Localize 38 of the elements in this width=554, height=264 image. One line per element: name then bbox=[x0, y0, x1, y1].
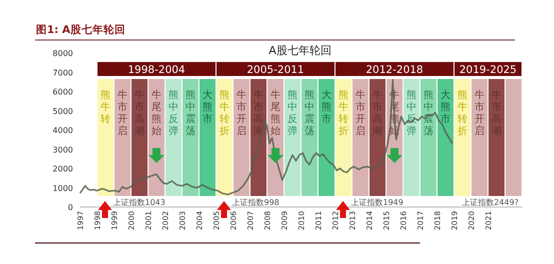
chart-subtitle: A股七年轮回 bbox=[268, 44, 332, 57]
band-label: 1998-2004 bbox=[128, 64, 186, 76]
annotation: 上证指数1043 bbox=[113, 198, 166, 207]
annotation: 上证指数2449? bbox=[462, 198, 519, 207]
band-label: 熊中震荡 bbox=[186, 89, 196, 137]
y-tick-label: 3000 bbox=[52, 145, 73, 154]
band-label: 2005-2011 bbox=[246, 64, 304, 76]
y-tick-label: 0 bbox=[68, 203, 73, 212]
band-label: 熊中震荡 bbox=[424, 89, 434, 137]
band-label: 熊牛转折 bbox=[220, 89, 230, 137]
band-label: 牛尾熊始 bbox=[152, 89, 162, 137]
y-tick-label: 7000 bbox=[52, 68, 73, 78]
y-tick-label: 2000 bbox=[52, 164, 73, 174]
y-tick-label: 5000 bbox=[52, 106, 73, 116]
band-label: 熊中反弹 bbox=[288, 89, 298, 137]
annotation: 上证指数998 bbox=[232, 198, 280, 207]
band-label: 2019-2025 bbox=[459, 64, 517, 76]
band-label: 熊牛转折 bbox=[338, 89, 348, 137]
y-tick-label: 1000 bbox=[52, 184, 73, 193]
band-label: 牛市开启 bbox=[356, 89, 366, 137]
band-label: 大熊市 bbox=[440, 89, 450, 125]
band-label: 熊中震荡 bbox=[304, 89, 314, 137]
y-tick-label: 8000 bbox=[52, 49, 73, 58]
y-tick-label: 6000 bbox=[52, 88, 73, 96]
band-label: 牛市开启 bbox=[236, 89, 246, 137]
band-label: 大熊市 bbox=[202, 89, 212, 125]
band-label: 熊牛转折 bbox=[458, 89, 468, 137]
band-label: 大熊市 bbox=[322, 89, 332, 125]
y-tick-label: 4000 bbox=[52, 126, 73, 135]
band-label: 熊牛转 bbox=[100, 89, 110, 125]
band-label: 牛尾熊始 bbox=[270, 89, 280, 137]
band-label: 2012-2018 bbox=[366, 64, 424, 76]
chart-title: 图1: A股七年轮回 bbox=[36, 23, 126, 36]
line-series bbox=[79, 79, 454, 196]
band-label: 熊中反弹 bbox=[168, 89, 178, 137]
band-label: 牛市开启 bbox=[474, 89, 484, 137]
annotation: 上证指数1949 bbox=[351, 198, 404, 207]
band-label: 牛市开启 bbox=[118, 89, 128, 137]
